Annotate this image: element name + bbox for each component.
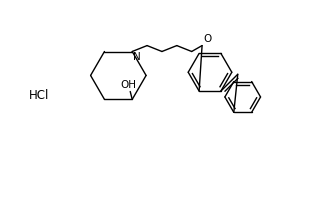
Text: OH: OH <box>120 80 136 90</box>
Text: N: N <box>133 53 141 63</box>
Text: HCl: HCl <box>29 89 49 102</box>
Text: O: O <box>203 34 211 44</box>
